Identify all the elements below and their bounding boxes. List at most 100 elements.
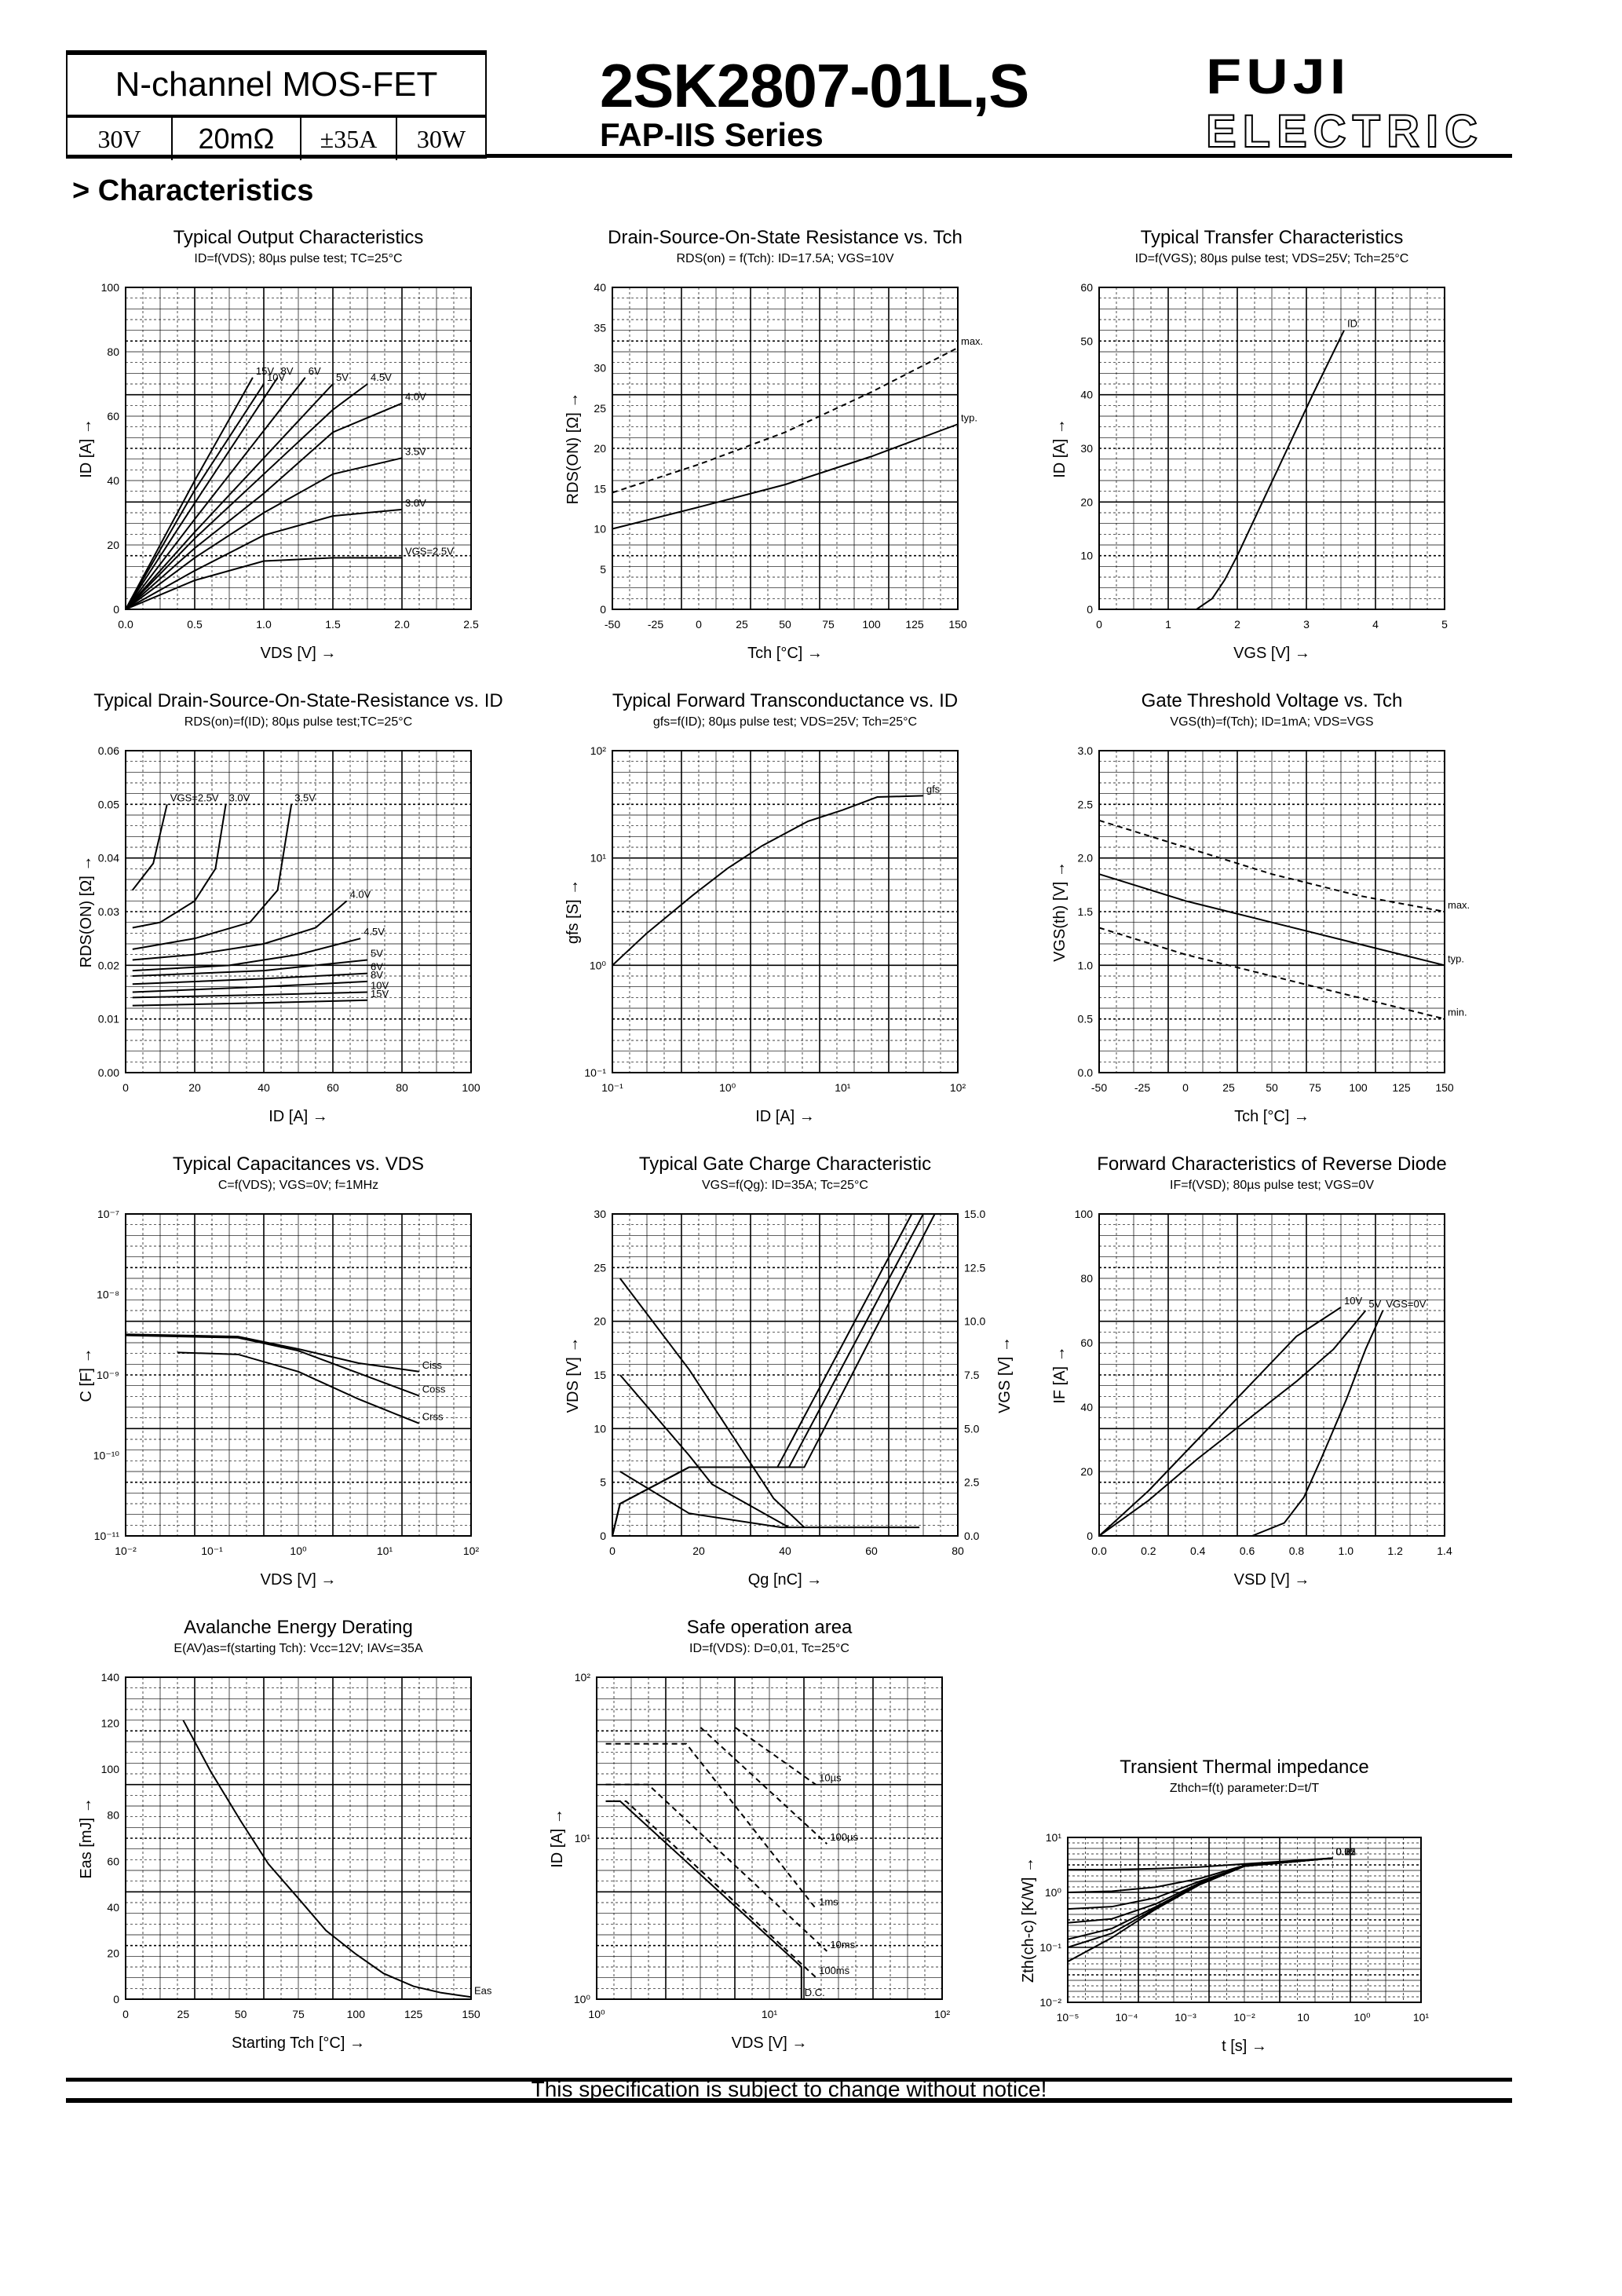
x-tick-label: 2.5: [463, 618, 479, 631]
y-tick-label: 10⁻⁸: [97, 1289, 119, 1301]
y-tick-label: 60: [107, 410, 119, 422]
y-tick-label: 1.0: [1078, 959, 1094, 971]
series-line: [132, 980, 368, 993]
series-label: 5V: [1368, 1298, 1381, 1310]
x-tick-label: 10⁰: [1353, 2011, 1371, 2024]
y-tick-label: 0: [1087, 603, 1093, 616]
series-line: [132, 999, 368, 1007]
series-label: 6V: [371, 961, 383, 973]
series-line: [132, 991, 368, 999]
fuji-electric-logo: FUJI ELECTRIC: [1205, 52, 1512, 156]
y2-axis-label: VGS [V] →: [996, 1336, 1014, 1413]
x-tick-label: 125: [905, 618, 924, 631]
grid: [1067, 1837, 1422, 2003]
series-line: [1196, 330, 1345, 610]
series-label: 0.1: [1336, 1845, 1350, 1857]
x-tick-label: 150: [948, 618, 967, 631]
x-tick-label: 2: [1234, 618, 1240, 631]
series-line: [1098, 873, 1445, 967]
y-tick-label: 0: [1087, 1530, 1093, 1542]
series-label: 3.0V: [229, 792, 250, 803]
series-label: 15V: [256, 365, 274, 377]
series-line: [177, 1351, 420, 1424]
series-label: 4.0V: [350, 888, 371, 900]
y-tick-label: 40: [107, 474, 119, 487]
chart-title: Avalanche Energy Derating: [184, 1617, 413, 1638]
series-line: [612, 346, 959, 494]
y-tick-label: 10⁻¹¹: [94, 1530, 120, 1542]
y-tick-label: 100: [101, 1763, 120, 1775]
x-tick-label: 10⁰: [719, 1081, 736, 1094]
x-tick-label: 0.0: [1091, 1545, 1107, 1557]
x-tick-label: 10⁻⁴: [1116, 2011, 1138, 2024]
series-label: 5V: [336, 371, 349, 383]
chart-gate-threshold: Gate Threshold Voltage vs. Tch VGS(th)=f(…: [1051, 685, 1470, 1147]
x-tick-label: 20: [692, 1545, 705, 1557]
y-tick-label: 60: [1080, 1336, 1093, 1349]
series-label: 0.05: [1336, 1845, 1356, 1857]
y-tick-label: 40: [594, 281, 606, 294]
x-tick-label: 50: [1266, 1081, 1278, 1094]
chart-capacitances: Typical Capacitances vs. VDS C=f(VDS); VG…: [78, 1148, 487, 1610]
y-tick-label: 25: [594, 1261, 606, 1274]
y2-tick-label: 7.5: [964, 1369, 980, 1381]
y-tick-label: 5: [600, 1476, 606, 1489]
series-line: [612, 1213, 936, 1537]
series-line: [125, 457, 403, 610]
series-line: [125, 383, 368, 610]
rating-voltage: 30V: [68, 118, 173, 160]
x-tick-label: 150: [1435, 1081, 1454, 1094]
chart-transfer-characteristics: Typical Transfer Characteristics ID=f(VGS…: [1051, 221, 1460, 684]
y-tick-label: 25: [594, 402, 606, 415]
y-tick-label: 100: [1075, 1208, 1094, 1220]
x-tick-label: 4: [1372, 618, 1379, 631]
x-tick-label: 10⁻⁵: [1057, 2011, 1080, 2024]
x-axis-label: ID [A] →: [269, 1108, 328, 1125]
y-tick-label: 10: [594, 1422, 606, 1435]
series-line: [125, 1333, 419, 1373]
y-tick-label: 0: [113, 1993, 119, 2005]
series-line: [125, 557, 402, 610]
x-tick-label: 50: [779, 618, 791, 631]
series-label: Eas: [474, 1984, 492, 1996]
y-axis-label: gfs [S] →: [564, 879, 582, 944]
series-label: 10V: [1344, 1295, 1362, 1307]
vth-svg: Gate Threshold Voltage vs. Tch VGS(th)=f(…: [1051, 690, 1470, 1125]
chart-title: Drain-Source-On-State Resistance vs. Tch: [608, 227, 963, 248]
series-line: [1067, 1857, 1333, 1948]
x-tick-label: 0.4: [1190, 1545, 1206, 1557]
y-tick-label: 15: [594, 482, 606, 495]
rating-power: 30W: [416, 124, 466, 153]
y-tick-label: 0.04: [98, 852, 119, 865]
x-tick-label: 0.5: [187, 618, 203, 631]
y-tick-label: 30: [1080, 442, 1093, 455]
series-line: [1098, 1310, 1367, 1537]
series-line: [1098, 927, 1445, 1020]
x-axis-label: VDS [V] →: [261, 1571, 337, 1589]
series-label: 0.5: [1336, 1845, 1350, 1857]
series-label: min.: [1448, 1007, 1467, 1018]
series-line: [125, 377, 254, 610]
series-line: [182, 1720, 472, 1998]
x-tick-label: 1.0: [256, 618, 272, 631]
series-line: [125, 1334, 420, 1397]
x-tick-label: 100: [862, 618, 881, 631]
y-tick-label: 0: [600, 1530, 606, 1542]
y-tick-label: 10: [1080, 550, 1093, 562]
x-tick-label: 5: [1441, 618, 1448, 631]
chart-subtitle: RDS(on) = f(Tch): ID=17.5A; VGS=10V: [676, 252, 893, 265]
series-line: [1067, 1857, 1333, 1963]
series-label: gfs: [926, 783, 941, 795]
series-label: Ciss: [422, 1359, 443, 1371]
y-axis-label: IF [A] →: [1051, 1346, 1069, 1403]
chart-title: Transient Thermal impedance: [1120, 1757, 1368, 1778]
x-tick-label: 2.0: [394, 618, 410, 631]
series-label: 10ms: [830, 1939, 855, 1951]
series-label: 15V: [371, 988, 389, 1000]
y-tick-label: 40: [1080, 389, 1093, 401]
series-line: [125, 402, 403, 610]
chart-subtitle: VGS(th)=f(Tch); ID=1mA; VDS=VGS: [1170, 715, 1373, 729]
series-line: [612, 423, 959, 530]
x-tick-label: 0.2: [1141, 1545, 1156, 1557]
x-tick-label: -50: [1091, 1081, 1107, 1094]
